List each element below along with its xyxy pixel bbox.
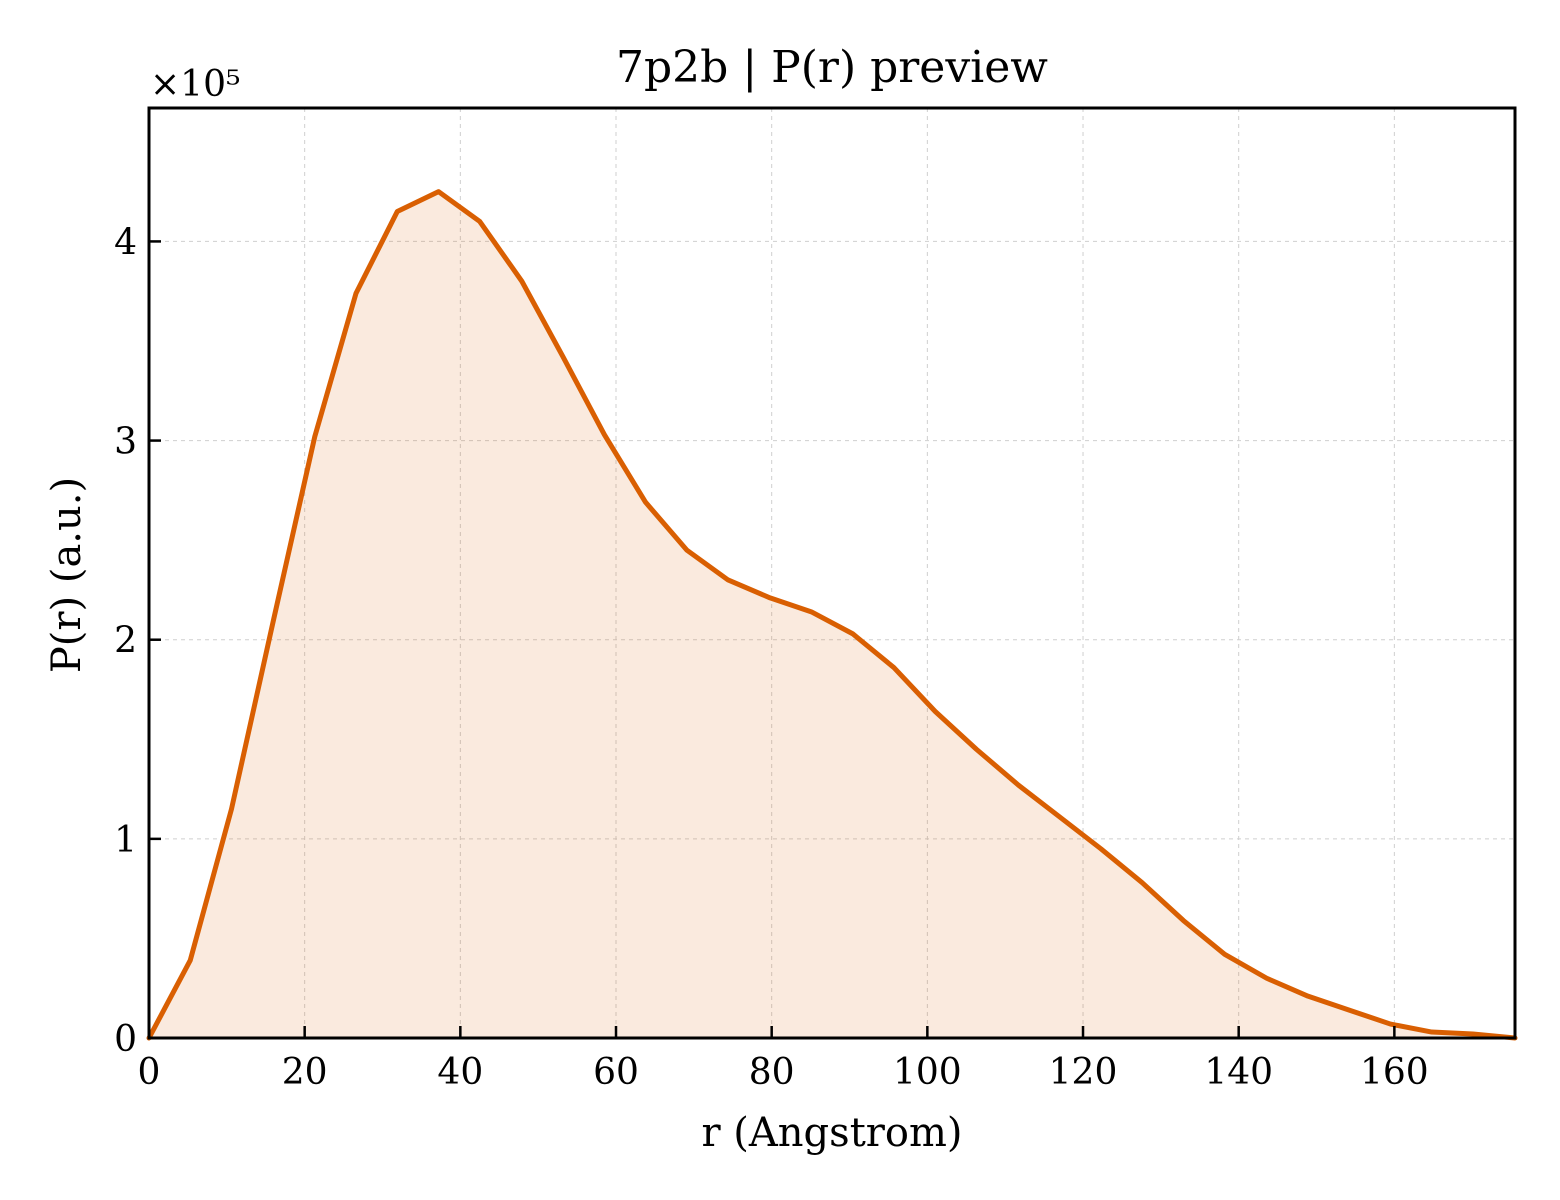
plot-frame: [147, 106, 1517, 1040]
y-axis-label: P(r) (a.u.): [44, 477, 90, 673]
x-axis-label: r (Angstrom): [701, 1110, 962, 1156]
data-line-group: [146, 189, 1518, 1041]
axis-ticks: 0 20 40 60 80 100 120 140 160 0 1 2 3 4: [114, 222, 1429, 1093]
x-tick-label: 40: [437, 1052, 483, 1093]
x-tick-label: 80: [749, 1052, 795, 1093]
y-tick-label: 0: [114, 1019, 137, 1060]
x-tick-label: 60: [593, 1052, 639, 1093]
x-tick-label: 140: [1204, 1052, 1273, 1093]
x-tick-label: 0: [138, 1052, 161, 1093]
y-tick-label: 1: [114, 820, 137, 861]
series-line: [146, 189, 1518, 1041]
x-tick-label: 160: [1360, 1052, 1429, 1093]
y-tick-label: 2: [114, 621, 137, 662]
y-tick-label: 3: [114, 422, 137, 463]
y-tick-label: 4: [114, 222, 137, 263]
grid-lines: [148, 108, 1515, 1039]
chart-title: 7p2b | P(r) preview: [616, 42, 1048, 93]
series-area-fill: [149, 191, 1515, 1038]
x-tick-label: 20: [282, 1052, 328, 1093]
x-tick-label: 100: [893, 1052, 962, 1093]
data-area-group: [149, 191, 1515, 1038]
x-tick-label: 120: [1049, 1052, 1118, 1093]
y-axis-multiplier: ×10⁵: [150, 64, 240, 105]
